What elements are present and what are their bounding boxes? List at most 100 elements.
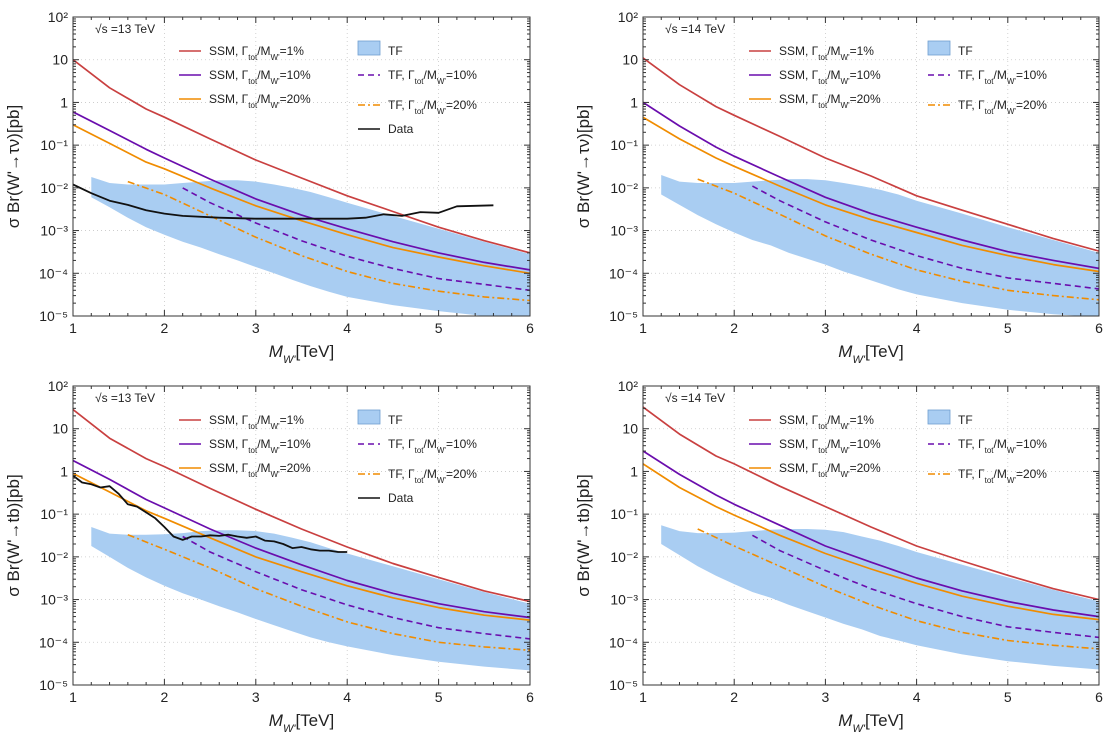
series-line-2: [643, 116, 1099, 273]
y-tick-label: 10: [52, 52, 68, 68]
series-line-4: [127, 533, 530, 652]
legend-tf20-label: TF, Γtot/MW'=20%: [388, 98, 477, 116]
x-tick-label: 2: [730, 689, 738, 705]
x-tick-label: 2: [730, 320, 738, 336]
series-lines: [643, 406, 1099, 650]
series-line-3: [182, 535, 530, 640]
y-tick-label: 10⁻⁵: [39, 308, 68, 324]
y-tick-label: 10⁻⁴: [609, 265, 638, 281]
series-line-3: [752, 185, 1099, 290]
x-tick-label: 1: [639, 689, 647, 705]
legend-tf10-label: TF, Γtot/MW'=10%: [958, 68, 1047, 86]
series-line-1: [643, 101, 1099, 270]
y-tick-label: 1: [60, 94, 68, 110]
energy-label: √s =13 TeV: [95, 391, 155, 405]
ticks: [642, 16, 1100, 317]
ticks: [642, 385, 1100, 686]
x-tick-label: 1: [69, 689, 77, 705]
energy-label: √s =14 TeV: [665, 22, 725, 36]
x-tick-label: 6: [1095, 320, 1103, 336]
y-tick-label: 10⁻⁴: [39, 265, 68, 281]
legend-tf20-label: TF, Γtot/MW'=20%: [958, 98, 1047, 116]
series-line-1: [73, 459, 530, 619]
x-tick-label: 1: [69, 320, 77, 336]
y-tick-label: 10⁻²: [40, 180, 68, 196]
x-tick-label: 5: [435, 689, 443, 705]
legend-tf20-label: TF, Γtot/MW'=20%: [388, 467, 477, 485]
panel-top-right: 1 2 3 4 5 6 10⁻⁵ 10⁻⁴ 10⁻³ 10⁻² 10⁻¹ 1 10 10² MW'[TeV]…: [574, 9, 1103, 366]
legend-tf10-label: TF, Γtot/MW'=10%: [388, 437, 477, 455]
series-line-4: [697, 178, 1099, 301]
series-lines: [73, 408, 530, 652]
legend-ssm20-label: SSM, Γtot/MW'=20%: [209, 92, 311, 110]
y-tick-label: 10⁻⁵: [609, 677, 638, 693]
y-tick-label: 10: [622, 52, 638, 68]
x-tick-label: 2: [161, 689, 169, 705]
legend-ssm1-label: SSM, Γtot/MW'=1%: [209, 413, 304, 431]
legend-data-label: Data: [388, 491, 414, 505]
series-line-1: [73, 111, 530, 271]
legend-ssm20-label: SSM, Γtot/MW'=20%: [209, 461, 311, 479]
series-line-4: [697, 528, 1099, 650]
legend-tf20-label: TF, Γtot/MW'=20%: [958, 467, 1047, 485]
tf-band: [661, 525, 1099, 670]
y-tick-label: 10⁻²: [40, 549, 68, 565]
y-axis-label: σ Br(W'→τν)[pb]: [574, 105, 593, 228]
y-axis-label: σ Br(W'→tb)[pb]: [574, 474, 593, 596]
series-line-2: [643, 463, 1099, 621]
plot-frame: [72, 385, 531, 686]
legend-tf10-label: TF, Γtot/MW'=10%: [958, 437, 1047, 455]
x-tick-label: 5: [435, 320, 443, 336]
panel-bottom-right: 1 2 3 4 5 6 10⁻⁵ 10⁻⁴ 10⁻³ 10⁻² 10⁻¹ 1 10 10² MW'[TeV]…: [574, 378, 1103, 734]
y-tick-label: 10⁻³: [610, 592, 638, 608]
y-tick-label: 10⁻³: [40, 223, 68, 239]
plot-frame: [642, 385, 1100, 686]
y-tick-label: 10²: [48, 9, 69, 25]
legend-ssm1-label: SSM, Γtot/MW'=1%: [779, 44, 874, 62]
y-tick-label: 10²: [618, 9, 639, 25]
y-tick-label: 1: [630, 463, 638, 479]
y-tick-label: 1: [630, 94, 638, 110]
series-lines: [643, 57, 1099, 301]
legend-data-label: Data: [388, 122, 414, 136]
x-axis-label: MW'[TeV]: [838, 342, 903, 366]
legend-ssm20-label: SSM, Γtot/MW'=20%: [779, 461, 881, 479]
x-tick-label: 3: [252, 689, 260, 705]
x-tick-label: 2: [161, 320, 169, 336]
panel-top-left: 1 2 3 4 5 6 10⁻⁵ 10⁻⁴ 10⁻³ 10⁻² 10⁻¹ 1 10 10² MW'[TeV]…: [4, 9, 534, 366]
y-tick-label: 10²: [618, 378, 639, 394]
x-tick-label: 3: [822, 689, 830, 705]
y-tick-label: 10: [622, 421, 638, 437]
tf-band: [661, 175, 1099, 316]
legend-ssm1-label: SSM, Γtot/MW'=1%: [779, 413, 874, 431]
series-line-5: [73, 474, 348, 553]
tf-band-group: [661, 525, 1099, 670]
legend-ssm10-label: SSM, Γtot/MW'=10%: [209, 437, 311, 455]
tf-band: [91, 527, 530, 671]
series-line-0: [73, 59, 530, 254]
x-axis-label: MW'[TeV]: [838, 711, 903, 734]
x-tick-label: 1: [639, 320, 647, 336]
x-tick-label: 5: [1004, 689, 1012, 705]
y-tick-label: 10⁻³: [610, 223, 638, 239]
energy-label: √s =13 TeV: [95, 22, 155, 36]
y-axis-label: σ Br(W'→tb)[pb]: [4, 474, 23, 596]
energy-label: √s =14 TeV: [665, 391, 725, 405]
x-axis-label: MW'[TeV]: [269, 711, 334, 734]
y-tick-label: 10⁻¹: [610, 137, 638, 153]
y-tick-label: 10⁻¹: [40, 137, 68, 153]
x-tick-label: 6: [526, 689, 534, 705]
tf-band: [91, 177, 530, 316]
y-tick-label: 10⁻⁴: [39, 634, 68, 650]
series-line-4: [127, 180, 530, 302]
legend-tf-band-label: TF: [388, 44, 403, 58]
y-tick-label: 10²: [48, 378, 69, 394]
ticks: [72, 385, 531, 686]
legend-tf-band-swatch: [927, 409, 951, 425]
legend-tf-band-swatch: [357, 409, 381, 425]
y-tick-label: 10⁻²: [610, 549, 638, 565]
x-axis-label: MW'[TeV]: [269, 342, 334, 366]
series-lines: [73, 59, 530, 302]
legend: SSM, Γtot/MW'=1% SSM, Γtot/MW'=10% SSM, Γt…: [179, 40, 477, 136]
